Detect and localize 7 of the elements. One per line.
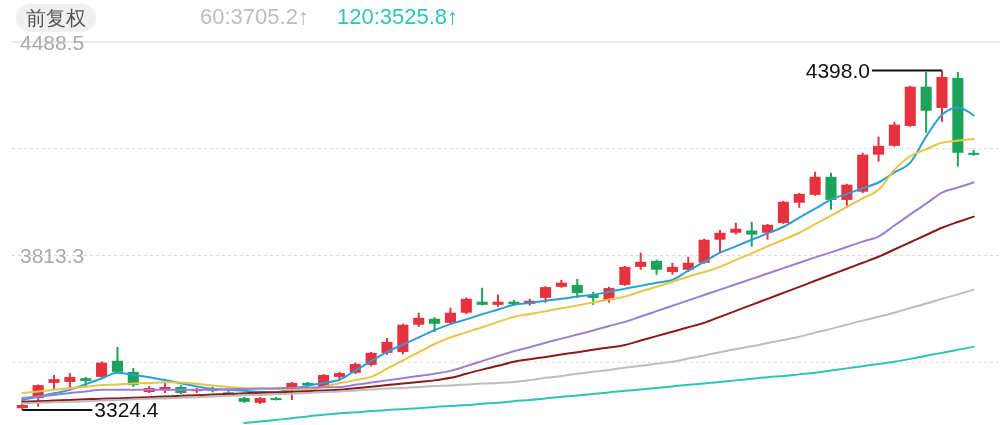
text: 60:3705.2↑ — [200, 4, 309, 29]
y-tick-label: 3813.3 — [20, 243, 85, 267]
annotation: 3324.4 — [94, 397, 159, 421]
text: 120:3525.8↑ — [337, 4, 459, 29]
annotation: 4398.0 — [805, 58, 870, 82]
text: 前复权 — [26, 7, 86, 29]
y-tick-label: 4488.5 — [20, 30, 85, 54]
